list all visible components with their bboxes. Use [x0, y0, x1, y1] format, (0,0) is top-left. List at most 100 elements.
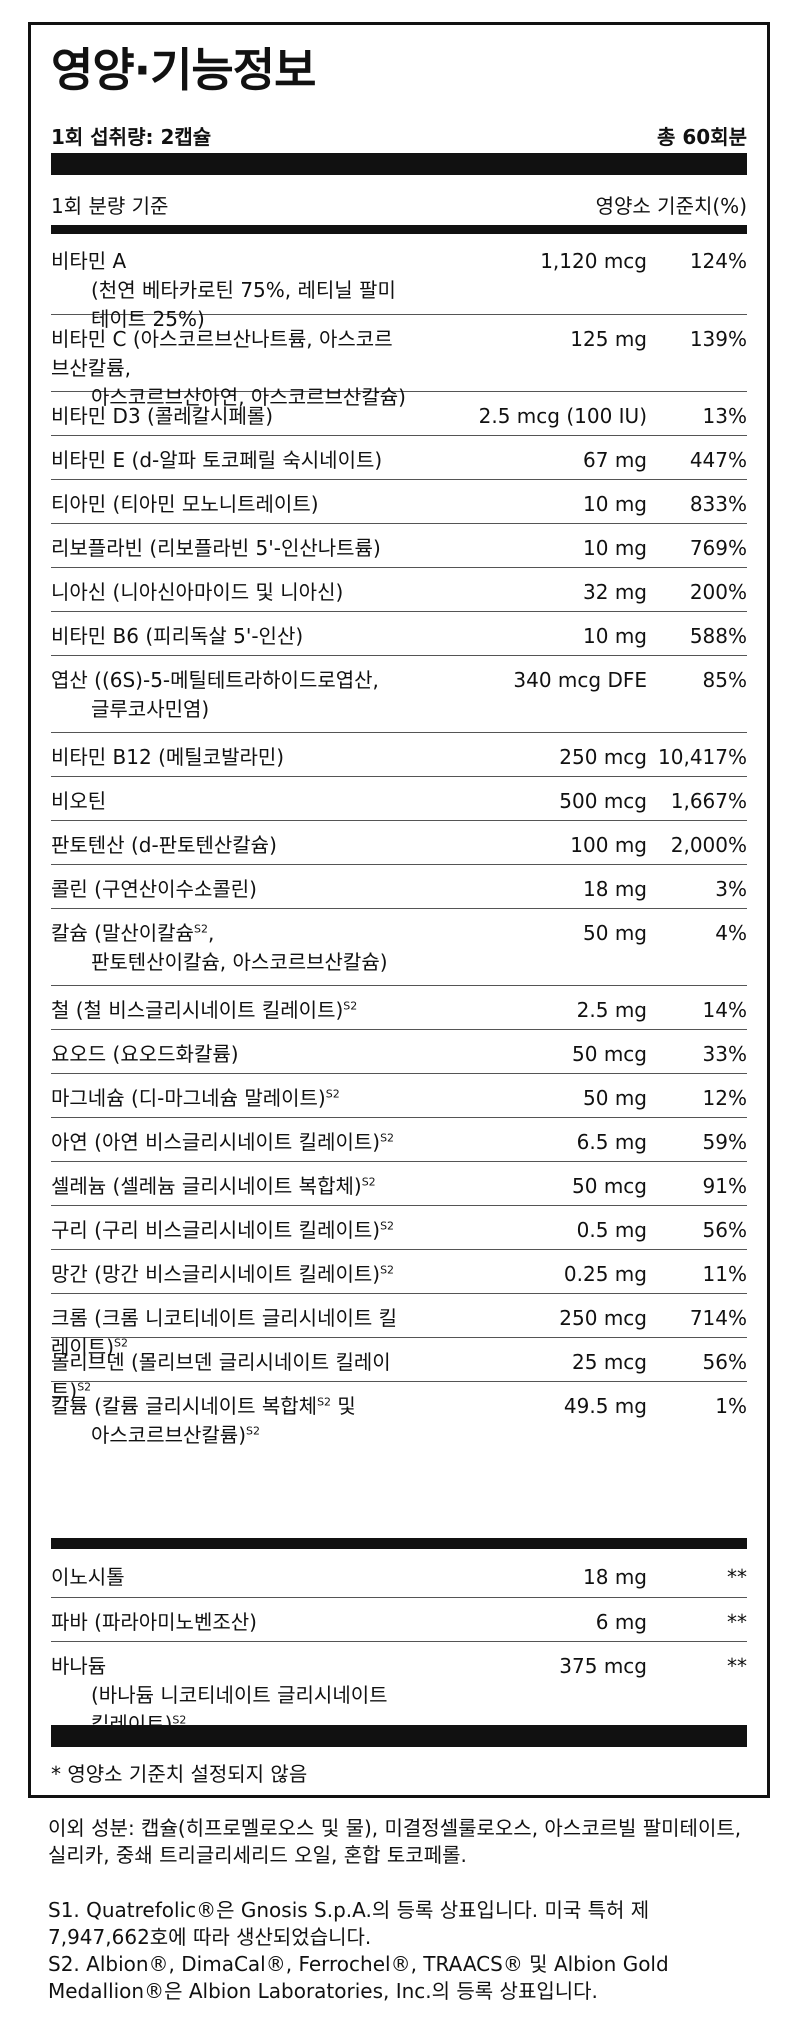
nutrient-daily-value: 588%	[689, 624, 747, 648]
thick-divider-header	[51, 225, 747, 234]
nutrient-row: 몰리브덴 (몰리브덴 글리시네이트 킬레이트)S2 25 mcg 56%	[51, 1337, 747, 1403]
nutrient-amount: 100 mg	[570, 833, 647, 857]
nutrient-name-cell: 엽산 ((6S)-5-메틸테트라하이드로엽산, 글루코사민염)	[51, 666, 417, 724]
nutrient-name: 비타민 B12 (메틸코발라민)	[51, 745, 284, 769]
nutrient-name-text: 비타민 B6 (피리독살 5'-인산)	[51, 624, 304, 648]
nutrient-name-tail: ,	[207, 921, 215, 945]
nutrient-daily-value: 11%	[702, 1262, 747, 1286]
other-ingredients: 이외 성분: 캡슐(히프로멜로오스 및 물), 미결정셀룰로오스, 아스코르빌 …	[48, 1816, 742, 1867]
trademark-marker: S2	[380, 1263, 395, 1277]
nutrient-name: 니아신 (니아신아마이드 및 니아신)	[51, 580, 343, 604]
trademark-marker: S2	[77, 1380, 92, 1394]
nutrient-name: 비오틴	[51, 789, 106, 813]
nutrient-name-cell: 칼륨 (칼륨 글리시네이트 복합체S2 및 아스코르브산칼륨)S2	[51, 1392, 417, 1450]
nutrient-name: 철 (철 비스글리시네이트 킬레이트)S2	[51, 998, 357, 1022]
nutrient-source-text: 글루코사민염)	[91, 697, 210, 721]
nutrient-amount: 50 mcg	[572, 1042, 647, 1066]
nutrient-amount: 6.5 mg	[576, 1130, 647, 1154]
column-header-daily-value: 영양소 기준치(%)	[595, 193, 747, 218]
nutrient-name-text: 니아신 (니아신아마이드 및 니아신)	[51, 580, 344, 604]
nutrient-row: 바나듐 (바나듐 니코티네이트 글리시네이트 킬레이트)S2 375 mcg **	[51, 1641, 747, 1736]
nutrient-name-text: 파바 (파라아미노벤조산)	[51, 1610, 257, 1634]
serving-size: 1회 섭취량: 2캡슐	[51, 125, 212, 149]
thick-divider-top	[51, 153, 747, 175]
nutrient-amount: 1,120 mcg	[540, 249, 647, 273]
nutrient-amount: 18 mg	[583, 877, 647, 901]
daily-value-footnote: * 영양소 기준치 설정되지 않음	[51, 1762, 308, 1786]
nutrient-name-cell: 파바 (파라아미노벤조산)	[51, 1608, 417, 1637]
nutrient-source-detail: 아스코르브산아연, 아스코르브산칼슘)	[51, 383, 409, 412]
nutrient-daily-value: 13%	[702, 404, 747, 428]
nutrient-name-text: 마그네슘 (디-마그네슘 말레이트)	[51, 1086, 326, 1110]
nutrient-name-cell: 마그네슘 (디-마그네슘 말레이트)S2	[51, 1084, 417, 1113]
nutrient-name-cell: 망간 (망간 비스글리시네이트 킬레이트)S2	[51, 1260, 417, 1289]
nutrient-amount: 25 mcg	[572, 1350, 647, 1374]
nutrient-name-text: 비타민 A	[51, 249, 127, 273]
panel-title: 영양·기능정보	[51, 43, 316, 97]
nutrient-amount: 18 mg	[583, 1565, 647, 1589]
nutrient-daily-value: 200%	[689, 580, 747, 604]
nutrient-name-text: 리보플라빈 (리보플라빈 5'-인산나트륨)	[51, 536, 381, 560]
nutrient-daily-value: 85%	[702, 668, 747, 692]
nutrient-daily-value: 124%	[689, 249, 747, 273]
trademark-marker: S2	[380, 1219, 395, 1233]
nutrient-daily-value: 1%	[715, 1394, 747, 1418]
nutrient-name: 크롬 (크롬 니코티네이트 글리시네이트 킬레이트)S2	[51, 1306, 397, 1359]
trademark-marker: S2	[317, 1395, 332, 1409]
nutrient-name-cell: 몰리브덴 (몰리브덴 글리시네이트 킬레이트)S2	[51, 1348, 417, 1406]
nutrient-name-text: 콜린 (구연산이수소콜린)	[51, 877, 257, 901]
nutrient-name-text: 비타민 C (아스코르브산나트륨, 아스코르브산칼륨,	[51, 327, 393, 380]
nutrient-amount: 340 mcg DFE	[513, 668, 647, 692]
nutrient-name: 판토텐산 (d-판토텐산칼슘)	[51, 833, 277, 857]
nutrient-source-detail: 판토텐산이칼슘, 아스코르브산칼슘)	[51, 948, 409, 977]
nutrient-source-detail: 아스코르브산칼륨)S2	[51, 1421, 409, 1450]
nutrient-row: 니아신 (니아신아마이드 및 니아신) 32 mg 200%	[51, 567, 747, 611]
nutrient-amount: 2.5 mg	[576, 998, 647, 1022]
nutrient-name-text: 크롬 (크롬 니코티네이트 글리시네이트 킬레이트)	[51, 1306, 398, 1359]
nutrient-row: 비타민 B12 (메틸코발라민) 250 mcg 10,417%	[51, 732, 747, 776]
servings-per-container: 총 60회분	[657, 125, 747, 149]
trademark-marker: S2	[246, 1424, 260, 1438]
nutrient-name-text: 비타민 E (d-알파 토코페릴 숙시네이트)	[51, 448, 383, 472]
nutrient-amount: 32 mg	[583, 580, 647, 604]
nutrient-name-text: 구리 (구리 비스글리시네이트 킬레이트)	[51, 1218, 381, 1242]
nutrient-amount: 50 mcg	[572, 1174, 647, 1198]
nutrient-name: 아연 (아연 비스글리시네이트 킬레이트)S2	[51, 1130, 394, 1154]
nutrient-row: 칼슘 (말산이칼슘S2, 판토텐산이칼슘, 아스코르브산칼슘) 50 mg 4%	[51, 908, 747, 985]
nutrient-name: 마그네슘 (디-마그네슘 말레이트)S2	[51, 1086, 340, 1110]
nutrient-row: 망간 (망간 비스글리시네이트 킬레이트)S2 0.25 mg 11%	[51, 1249, 747, 1293]
nutrient-name: 칼슘 (말산이칼슘S2,	[51, 921, 214, 945]
nutrient-daily-value: 1,667%	[670, 789, 747, 813]
nutrient-row: 비타민 B6 (피리독살 5'-인산) 10 mg 588%	[51, 611, 747, 655]
nutrient-name-text: 아연 (아연 비스글리시네이트 킬레이트)	[51, 1130, 381, 1154]
nutrient-row: 철 (철 비스글리시네이트 킬레이트)S2 2.5 mg 14%	[51, 985, 747, 1029]
nutrient-daily-value: 714%	[689, 1306, 747, 1330]
nutrient-daily-value: 139%	[689, 327, 747, 351]
nutrient-name-text: 칼슘 (말산이칼슘	[51, 921, 194, 945]
nutrient-name-text: 비오틴	[51, 789, 107, 813]
nutrient-name-text: 철 (철 비스글리시네이트 킬레이트)	[51, 998, 344, 1022]
nutrient-daily-value: 2,000%	[670, 833, 747, 857]
nutrient-row: 칼륨 (칼륨 글리시네이트 복합체S2 및 아스코르브산칼륨)S2 49.5 mg 1…	[51, 1381, 747, 1456]
nutrient-row: 아연 (아연 비스글리시네이트 킬레이트)S2 6.5 mg 59%	[51, 1117, 747, 1161]
trademark-marker: S2	[172, 1713, 187, 1727]
nutrient-name-text: 비타민 D3 (콜레칼시페롤)	[51, 404, 274, 428]
nutrient-name-cell: 아연 (아연 비스글리시네이트 킬레이트)S2	[51, 1128, 417, 1157]
nutrient-name-text: 바나듐	[51, 1654, 107, 1678]
nutrient-amount: 2.5 mcg (100 IU)	[478, 404, 647, 428]
nutrient-row: 요오드 (요오드화칼륨) 50 mcg 33%	[51, 1029, 747, 1073]
nutrient-name: 몰리브덴 (몰리브덴 글리시네이트 킬레이트)S2	[51, 1350, 391, 1403]
trademark-marker: S2	[380, 1131, 395, 1145]
nutrient-source-text: 아스코르브산칼륨)	[91, 1423, 247, 1447]
nutrient-name-text: 셀레늄 (셀레늄 글리시네이트 복합체)	[51, 1174, 362, 1198]
nutrient-name-cell: 비타민 E (d-알파 토코페릴 숙시네이트)	[51, 446, 417, 475]
nutrient-row: 엽산 ((6S)-5-메틸테트라하이드로엽산, 글루코사민염) 340 mcg DF…	[51, 655, 747, 732]
nutrient-name: 파바 (파라아미노벤조산)	[51, 1610, 257, 1634]
nutrient-name-cell: 바나듐 (바나듐 니코티네이트 글리시네이트 킬레이트)S2	[51, 1652, 417, 1739]
nutrient-daily-value: 447%	[689, 448, 747, 472]
nutrient-daily-value: **	[727, 1565, 747, 1589]
nutrient-amount: 50 mg	[583, 921, 647, 945]
nutrient-name-cell: 철 (철 비스글리시네이트 킬레이트)S2	[51, 996, 417, 1025]
nutrient-name: 요오드 (요오드화칼륨)	[51, 1042, 239, 1066]
nutrient-row: 이노시톨 18 mg **	[51, 1553, 747, 1597]
